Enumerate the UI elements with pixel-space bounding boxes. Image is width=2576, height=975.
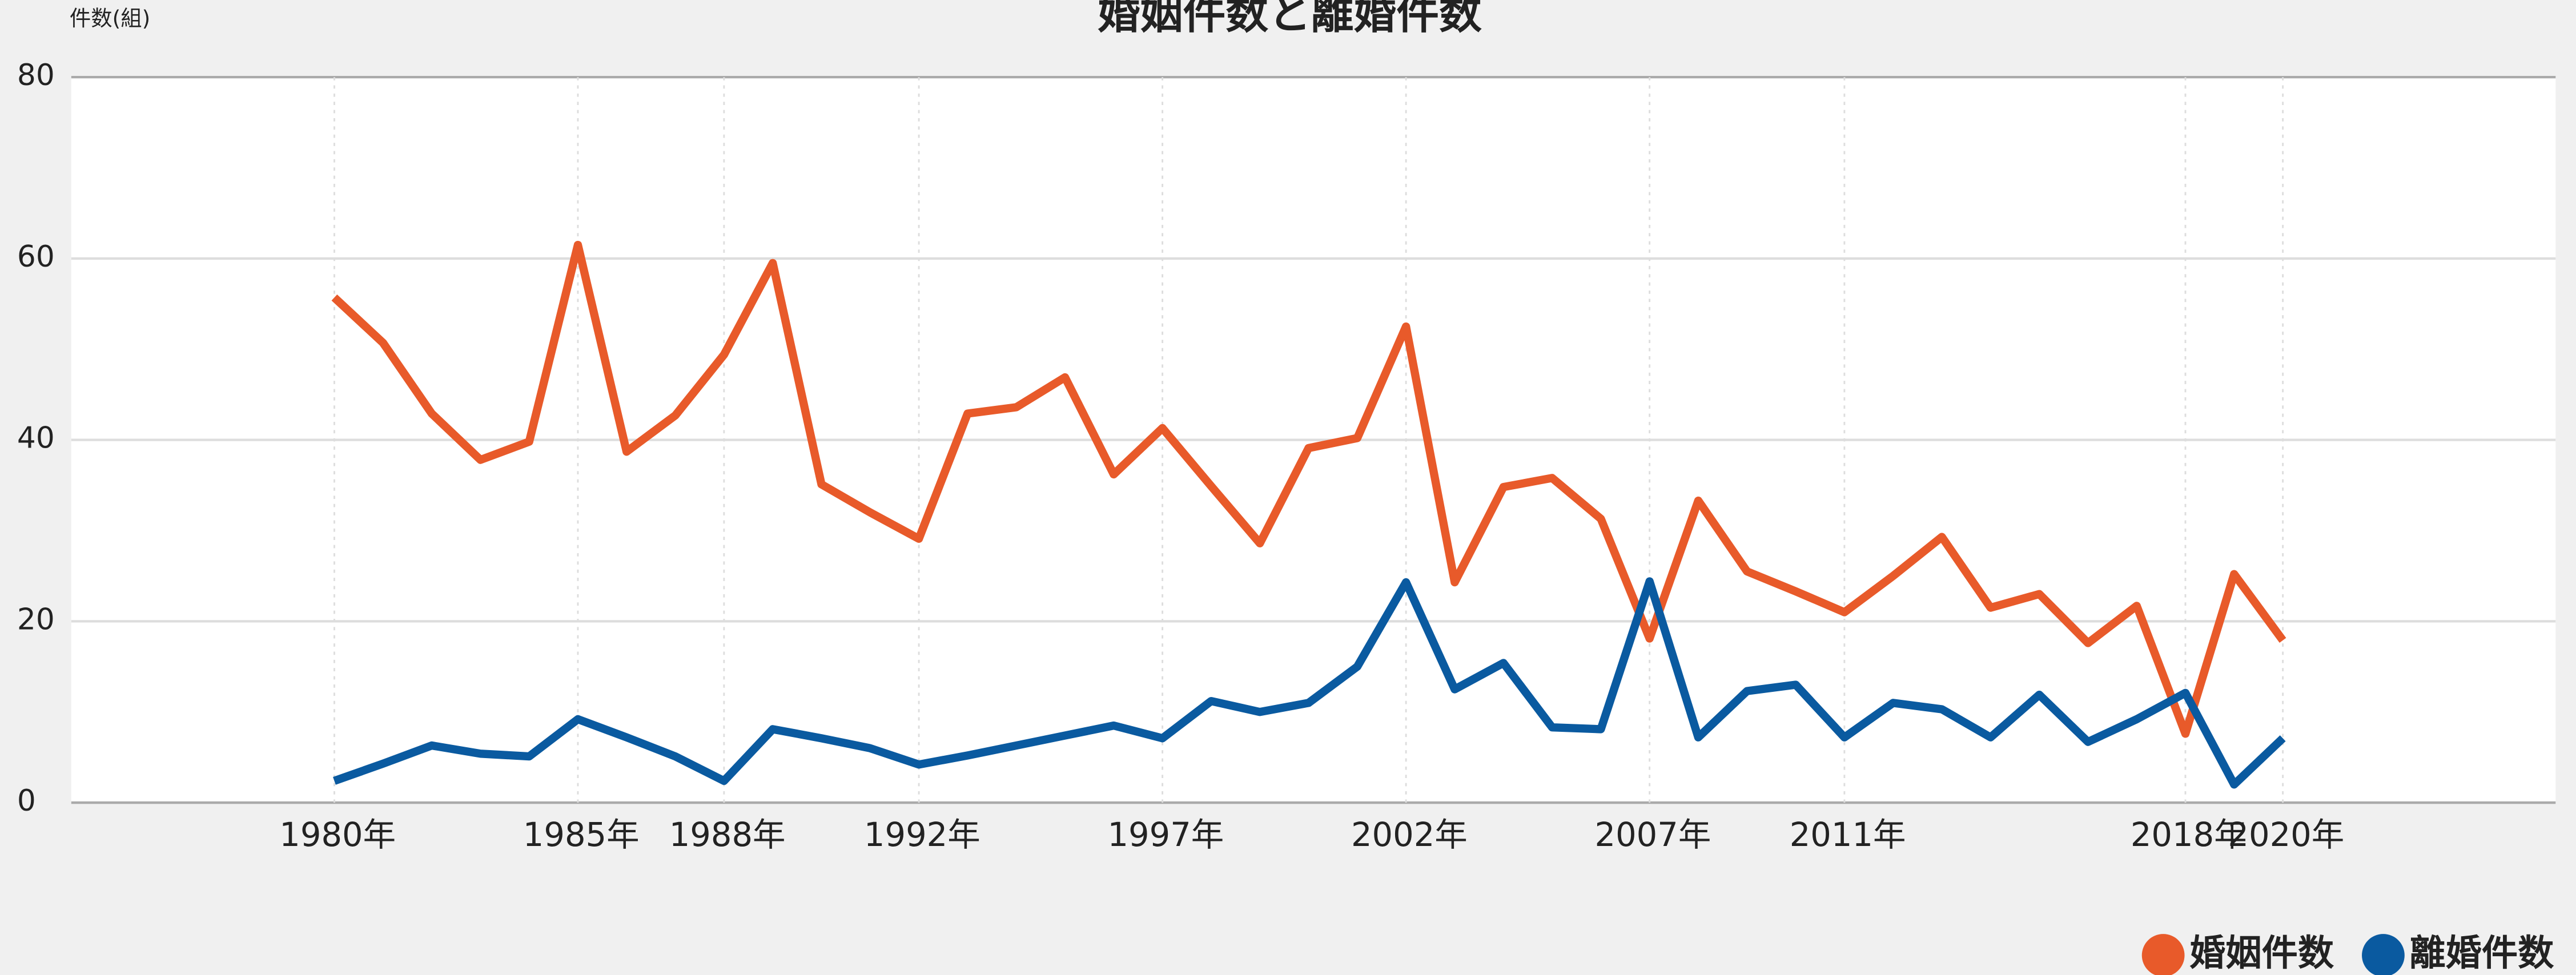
data-line — [333, 577, 2286, 789]
x-tick-label: 1997年 — [1107, 816, 1224, 854]
y-tick-label: 80 — [17, 58, 55, 92]
x-tick-label: 2011年 — [1790, 816, 1906, 854]
legend-marker — [2141, 934, 2185, 975]
x-tick-label: 2018年 — [2131, 816, 2247, 854]
x-tick-label: 1980年 — [279, 816, 396, 854]
x-tick-label: 1992年 — [864, 816, 980, 854]
x-tick-label: 2007年 — [1594, 816, 1711, 854]
y-axis-label: 件数(組) — [70, 6, 150, 31]
legend-label: 婚姻件数 — [2189, 932, 2334, 974]
x-tick-label: 1988年 — [669, 816, 786, 854]
y-tick-label: 60 — [17, 240, 55, 274]
y-tick-label: 0 — [17, 784, 36, 818]
x-tick-label: 2020年 — [2228, 816, 2344, 854]
legend-label: 離婚件数 — [2409, 932, 2554, 974]
y-tick-label: 40 — [17, 421, 55, 456]
chart-title: 婚姻件数と離婚件数 — [1098, 0, 1482, 38]
x-tick-label: 2002年 — [1351, 816, 1468, 854]
data-line — [331, 240, 2286, 738]
legend-marker — [2362, 934, 2405, 975]
y-tick-label: 20 — [17, 602, 55, 636]
x-tick-label: 1985年 — [523, 816, 640, 854]
